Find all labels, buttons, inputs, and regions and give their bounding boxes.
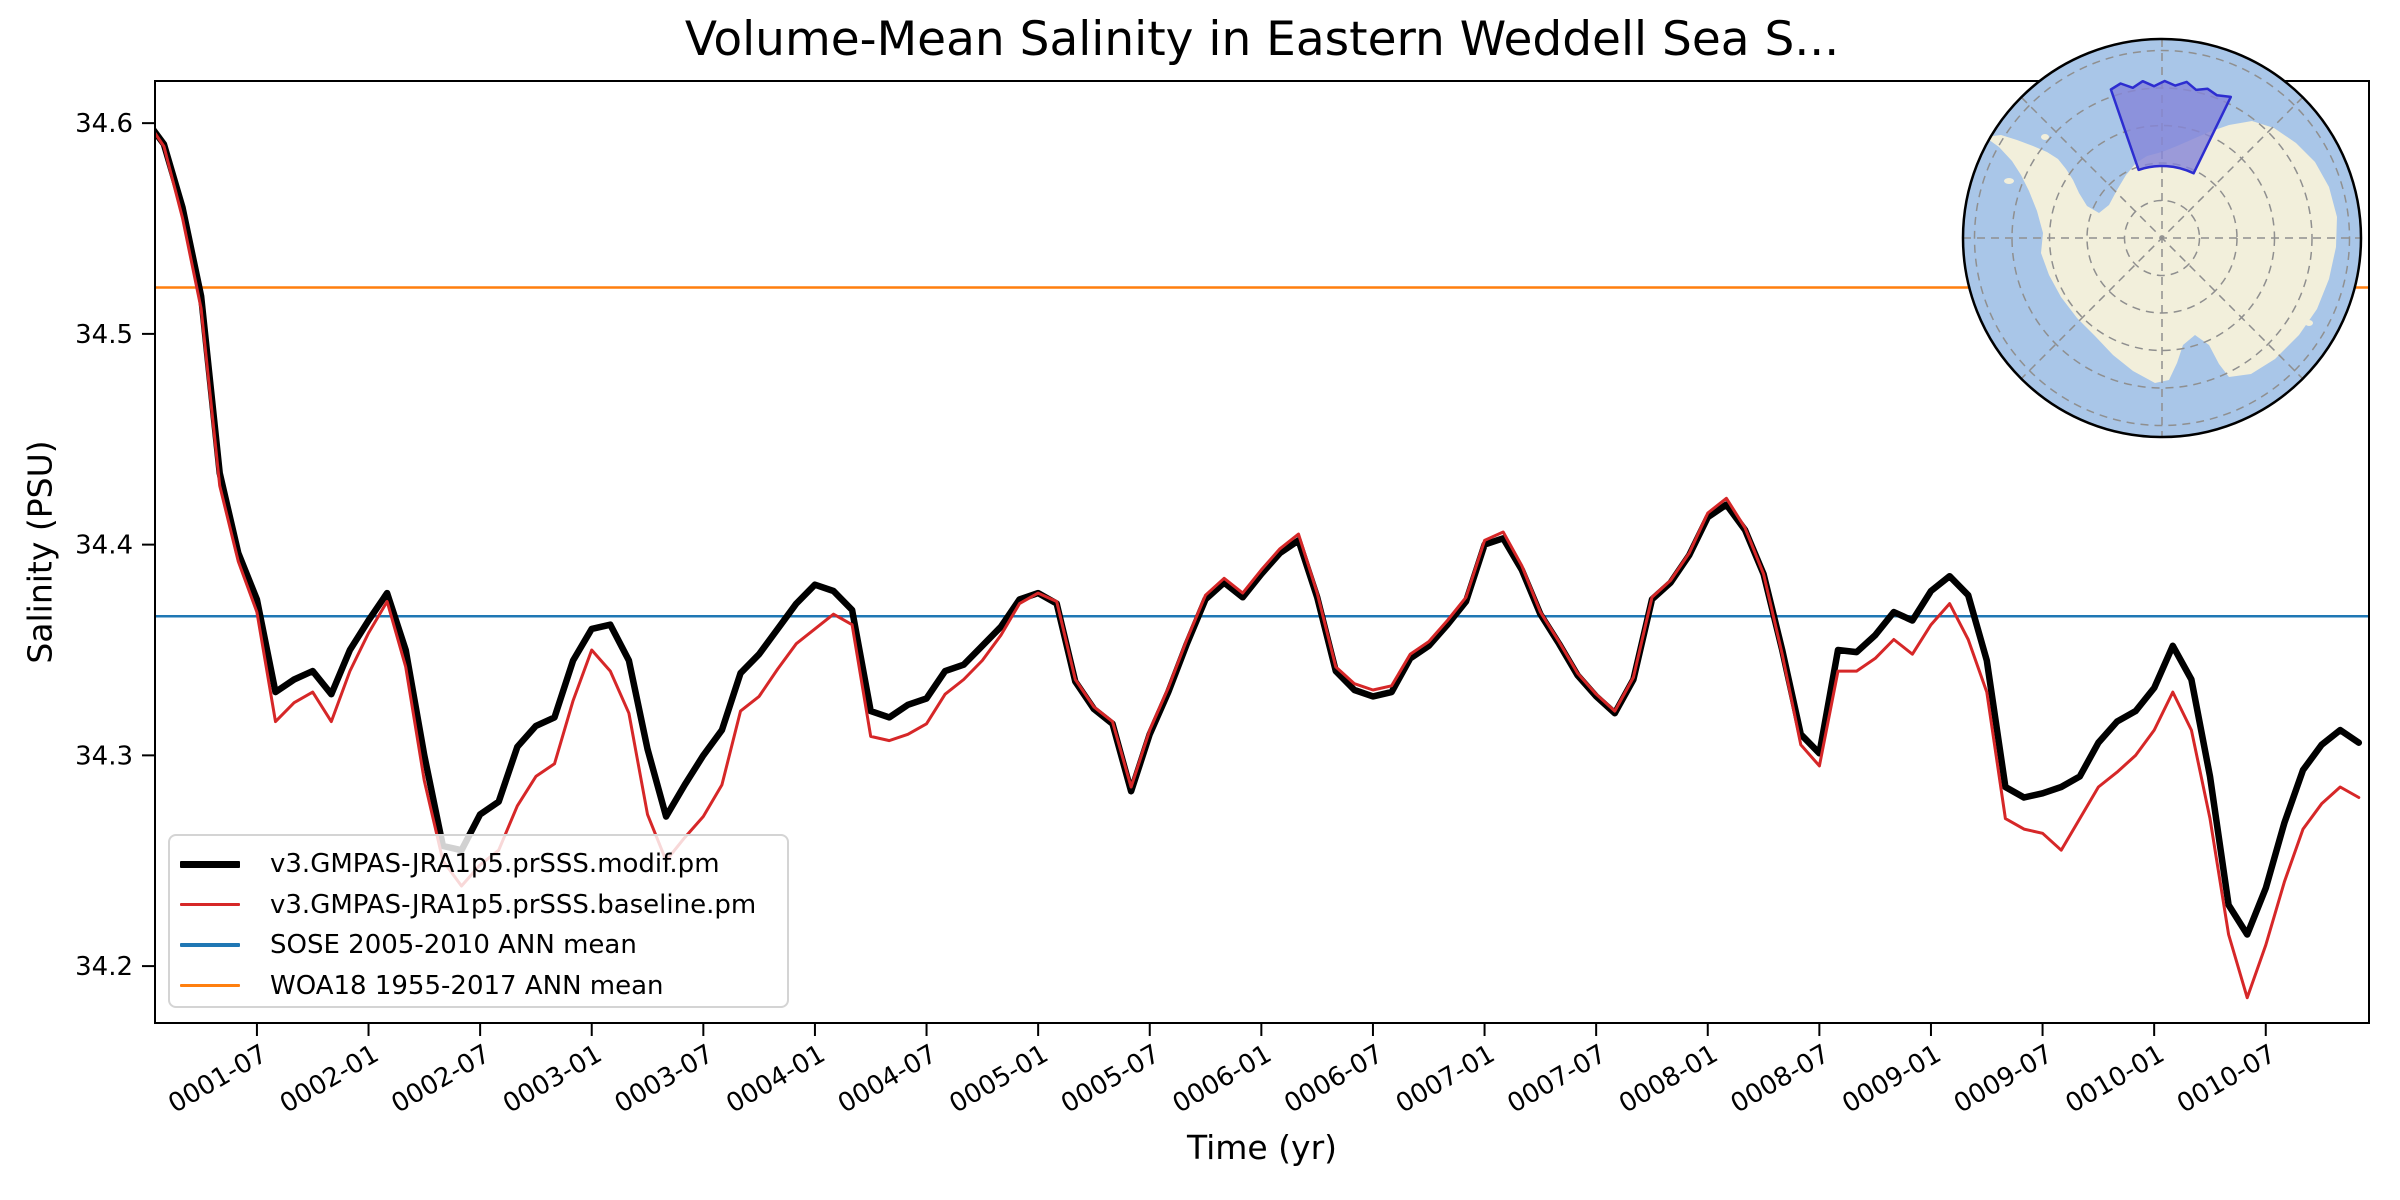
legend-entry: SOSE 2005-2010 ANN mean bbox=[180, 925, 787, 965]
x-tick-label: 0006-01 bbox=[1168, 1039, 1277, 1119]
series-line-modif bbox=[155, 126, 2363, 938]
x-tick-label: 0009-01 bbox=[1837, 1039, 1946, 1119]
x-tick-label: 0010-01 bbox=[2061, 1039, 2170, 1119]
island bbox=[2305, 320, 2313, 326]
y-tick-label: 34.3 bbox=[75, 741, 133, 771]
y-axis-label: Salinity (PSU) bbox=[20, 440, 60, 664]
x-tick-label: 0002-07 bbox=[387, 1039, 496, 1119]
x-tick-label: 0007-07 bbox=[1503, 1039, 1612, 1119]
island bbox=[2004, 178, 2014, 184]
legend-entry: WOA18 1955-2017 ANN mean bbox=[180, 966, 787, 1006]
page-title: Volume-Mean Salinity in Eastern Weddell … bbox=[684, 12, 1840, 67]
x-tick-label: 0010-07 bbox=[2172, 1039, 2281, 1119]
x-tick-label: 0008-07 bbox=[1726, 1039, 1835, 1119]
x-axis-label: Time (yr) bbox=[1186, 1128, 1338, 1167]
x-tick-label: 0002-01 bbox=[275, 1039, 384, 1119]
legend-entry-label: WOA18 1955-2017 ANN mean bbox=[270, 970, 664, 1001]
legend-line-swatch bbox=[180, 903, 240, 907]
x-tick-label: 0006-07 bbox=[1279, 1039, 1388, 1119]
legend: v3.GMPAS-JRA1p5.prSSS.modif.pm v3.GMPAS-J… bbox=[168, 834, 789, 1008]
legend-entry-label: v3.GMPAS-JRA1p5.prSSS.modif.pm bbox=[270, 849, 720, 880]
x-tick-label: 0003-07 bbox=[610, 1039, 719, 1119]
island bbox=[2041, 134, 2049, 140]
antarctica-inset-map bbox=[1961, 37, 2363, 439]
x-tick-label: 0005-01 bbox=[945, 1039, 1054, 1119]
legend-entry: v3.GMPAS-JRA1p5.prSSS.modif.pm bbox=[180, 844, 787, 884]
map-border bbox=[1961, 37, 2363, 439]
x-tick-label: 0009-07 bbox=[1949, 1039, 2058, 1119]
series-line-baseline bbox=[155, 130, 2361, 1000]
y-tick-label: 34.2 bbox=[75, 952, 133, 982]
legend-line-swatch bbox=[180, 983, 240, 988]
x-tick-label: 0005-07 bbox=[1056, 1039, 1165, 1119]
y-tick-label: 34.6 bbox=[75, 109, 133, 139]
x-tick-label: 0004-01 bbox=[721, 1039, 830, 1119]
legend-entry-label: SOSE 2005-2010 ANN mean bbox=[270, 930, 637, 961]
legend-entry: v3.GMPAS-JRA1p5.prSSS.baseline.pm bbox=[180, 885, 787, 925]
x-tick-label: 0004-07 bbox=[833, 1039, 942, 1119]
legend-line-swatch bbox=[180, 943, 240, 947]
y-tick-label: 34.4 bbox=[75, 531, 133, 561]
x-tick-label: 0003-01 bbox=[498, 1039, 607, 1119]
x-tick-label: 0008-01 bbox=[1614, 1039, 1723, 1119]
x-tick-label: 0007-01 bbox=[1391, 1039, 1500, 1119]
legend-entry-label: v3.GMPAS-JRA1p5.prSSS.baseline.pm bbox=[270, 889, 757, 920]
y-tick-label: 34.5 bbox=[75, 320, 133, 350]
legend-line-swatch bbox=[180, 861, 240, 868]
antarctica-landmass bbox=[1985, 121, 2337, 383]
x-tick-label: 0001-07 bbox=[163, 1039, 272, 1119]
weddell-sea-region-highlight bbox=[2109, 79, 2233, 175]
